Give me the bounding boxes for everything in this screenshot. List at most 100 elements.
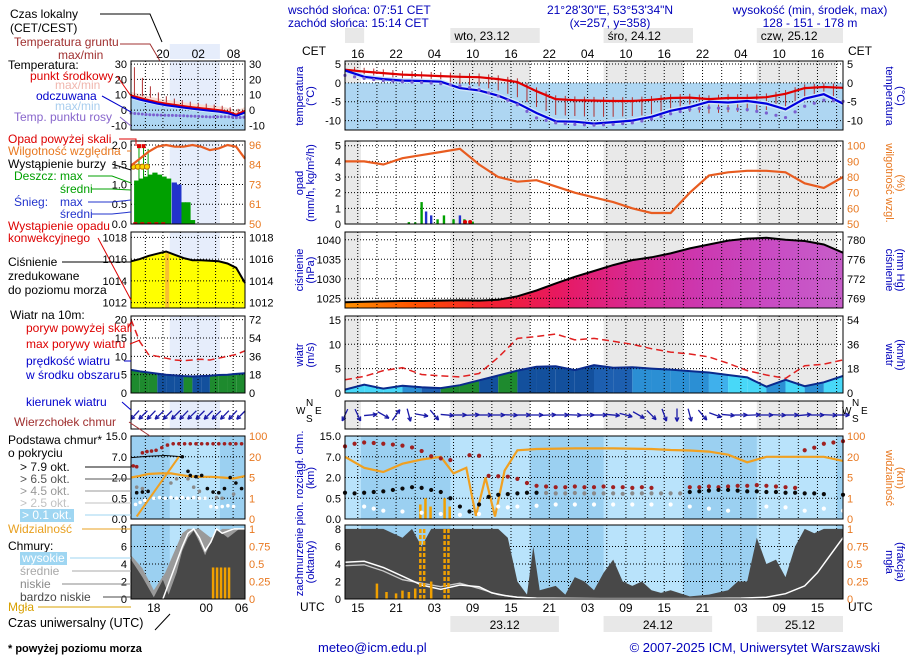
sunset-text: zachód słońca: 15:14 CET	[288, 16, 429, 30]
legend-temperatura-gruntu: Temperatura gruntu	[14, 35, 119, 49]
svg-text:73: 73	[249, 179, 261, 191]
svg-text:15: 15	[658, 601, 672, 615]
svg-text:18: 18	[249, 370, 261, 382]
svg-text:-10: -10	[249, 120, 265, 132]
svg-text:36: 36	[847, 339, 859, 351]
legend-cet-cest: (CET/CEST)	[10, 21, 78, 35]
svg-text:1030: 1030	[317, 274, 341, 286]
compass-letter: N	[852, 398, 860, 409]
svg-text:2: 2	[121, 576, 127, 588]
svg-text:10: 10	[772, 47, 786, 61]
svg-text:09: 09	[772, 601, 786, 615]
svg-text:1018: 1018	[103, 232, 127, 244]
svg-text:1: 1	[249, 524, 255, 536]
svg-text:21: 21	[696, 601, 710, 615]
svg-text:0.5: 0.5	[847, 559, 862, 571]
legend-chmury: Chmury:	[8, 539, 54, 553]
svg-text:5: 5	[249, 473, 255, 485]
coords-text: 21°28'30"E, 53°53'34"N	[546, 3, 674, 17]
svg-text:0: 0	[335, 78, 341, 90]
svg-text:15.0: 15.0	[106, 431, 127, 443]
svg-text:0.5: 0.5	[249, 559, 264, 571]
svg-text:20: 20	[115, 315, 127, 327]
svg-text:6: 6	[335, 541, 341, 553]
svg-text:15: 15	[115, 333, 127, 345]
legend-max: max	[60, 169, 83, 183]
svg-text:72: 72	[249, 315, 261, 327]
svg-text:0: 0	[121, 388, 127, 400]
legend-wystąpienie-burzy: Wystąpienie burzy	[8, 157, 106, 171]
svg-text:61: 61	[249, 199, 261, 211]
svg-text:10: 10	[329, 339, 341, 351]
svg-text:04: 04	[581, 47, 595, 61]
svg-text:16: 16	[351, 47, 365, 61]
svg-text:0: 0	[121, 105, 127, 117]
legend-max: max	[60, 195, 83, 209]
legend-niskie: niskie	[20, 577, 51, 591]
svg-text:1.0: 1.0	[112, 179, 127, 191]
svg-text:772: 772	[847, 274, 865, 286]
svg-text:10: 10	[466, 47, 480, 61]
svg-text:100: 100	[249, 431, 267, 443]
svg-text:0: 0	[335, 594, 341, 606]
svg-text:4: 4	[335, 559, 341, 571]
svg-text:03: 03	[581, 601, 595, 615]
svg-text:08: 08	[227, 47, 241, 61]
legend-ciśnienie: Ciśnienie	[8, 255, 58, 269]
svg-text:15: 15	[504, 601, 518, 615]
svg-text:0: 0	[249, 388, 255, 400]
svg-text:84: 84	[249, 160, 261, 172]
svg-text:7.0: 7.0	[326, 452, 341, 464]
svg-text:wto, 23.12: wto, 23.12	[453, 29, 510, 43]
contact-email-link[interactable]: meteo@icm.edu.pl	[318, 640, 427, 655]
svg-text:5: 5	[847, 59, 853, 71]
altitude-label: wysokość (min, środek, max)	[732, 3, 888, 17]
svg-text:0.5: 0.5	[112, 199, 127, 211]
svg-text:90: 90	[847, 156, 859, 168]
svg-text:16: 16	[811, 47, 825, 61]
legend-max-min: max/min	[55, 78, 101, 92]
svg-text:-5: -5	[331, 97, 341, 109]
svg-text:0.75: 0.75	[847, 541, 868, 553]
svg-text:0.25: 0.25	[847, 576, 868, 588]
svg-text:22: 22	[543, 47, 557, 61]
svg-text:1014: 1014	[103, 276, 127, 288]
legend-wierzchołek-chmur: Wierzchołek chmur	[14, 415, 117, 429]
svg-text:03: 03	[428, 601, 442, 615]
svg-text:5: 5	[121, 370, 127, 382]
svg-text:09: 09	[466, 601, 480, 615]
compass-letter: N	[306, 398, 314, 409]
svg-text:0: 0	[249, 105, 255, 117]
svg-text:54: 54	[847, 315, 859, 327]
legend-średni: średni	[60, 207, 93, 221]
svg-text:20: 20	[249, 74, 261, 86]
svg-text:16: 16	[504, 47, 518, 61]
svg-text:8: 8	[121, 524, 127, 536]
svg-text:5: 5	[335, 364, 341, 376]
svg-text:16: 16	[658, 47, 672, 61]
svg-text:04: 04	[428, 47, 442, 61]
svg-text:36: 36	[249, 351, 261, 363]
svg-text:60: 60	[847, 203, 859, 215]
legend-widzialność: Widzialność	[8, 522, 73, 536]
svg-text:20: 20	[156, 47, 170, 61]
svg-text:18: 18	[147, 601, 161, 615]
svg-text:02: 02	[192, 47, 206, 61]
legend-o-pokryciu: o pokryciu	[8, 446, 63, 460]
legend-opad-powyżej-skali: Opad powyżej skali	[8, 132, 112, 146]
svg-text:09: 09	[619, 601, 633, 615]
svg-text:0: 0	[249, 514, 255, 526]
legend-mgła: Mgła	[8, 600, 35, 614]
svg-text:0: 0	[847, 514, 853, 526]
legend-punkt-środkowy: punkt środkowy	[30, 69, 114, 83]
svg-text:1018: 1018	[249, 232, 273, 244]
compass-letter: W	[842, 406, 852, 417]
svg-text:25.12: 25.12	[785, 618, 815, 632]
legend-temperatura: Temperatura:	[8, 58, 79, 72]
svg-text:5: 5	[847, 473, 853, 485]
svg-text:15.0: 15.0	[320, 431, 341, 443]
svg-text:0.0: 0.0	[112, 514, 127, 526]
legend-wystąpienie-opadu: Wystąpienie opadu	[8, 219, 110, 233]
svg-text:22: 22	[389, 47, 403, 61]
legend-do-poziomu-morza: do poziomu morza	[8, 283, 107, 297]
